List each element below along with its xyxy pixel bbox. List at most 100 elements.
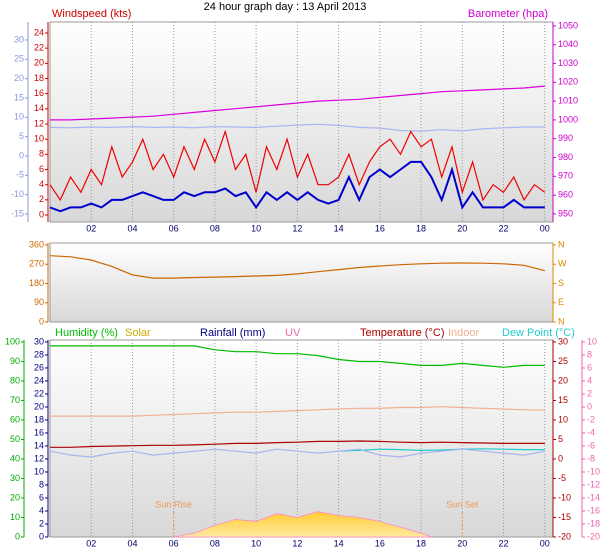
legend-entry: Solar [125, 327, 151, 339]
y-tick-label: 0 [558, 453, 563, 463]
x-tick-label: 10 [251, 538, 261, 548]
y-tick-label: 12 [34, 118, 44, 128]
y-tick-label: -5 [558, 473, 566, 483]
y-tick-label: -5 [16, 170, 24, 180]
y-tick-label: 30 [558, 336, 568, 346]
y-tick-label: 20 [14, 73, 24, 83]
y-tick-label: 1050 [558, 20, 578, 30]
plot-area [49, 242, 554, 323]
x-tick-label: 16 [375, 538, 385, 548]
legend-entry: Indoor [448, 327, 480, 339]
x-tick-label: 18 [416, 538, 426, 548]
y-tick-label: -10 [587, 466, 600, 476]
y-tick-label: 10 [10, 512, 20, 522]
y-tick-label: 0 [39, 316, 44, 326]
y-tick-label: 20 [558, 375, 568, 385]
series-line [338, 448, 545, 452]
y-tick-label: 70 [10, 395, 20, 405]
y-tick-label: 15 [558, 395, 568, 405]
y-tick-label: 4 [587, 375, 592, 385]
y-tick-label: -6 [587, 440, 595, 450]
y-tick-label: 26 [34, 362, 44, 372]
x-tick-label: 22 [499, 538, 509, 548]
y-tick-label: -15 [11, 208, 24, 218]
y-tick-label: -10 [11, 189, 24, 199]
x-tick-label: 16 [375, 223, 385, 233]
y-tick-label: 40 [10, 453, 20, 463]
y-tick-label: 4 [39, 505, 44, 515]
y-tick-label: 360 [29, 239, 44, 249]
x-tick-label: 00 [540, 223, 550, 233]
y-tick-label: 10 [34, 134, 44, 144]
y-tick-label: 22 [34, 388, 44, 398]
y-tick-label: 10 [587, 336, 597, 346]
y-tick-label: 14 [34, 440, 44, 450]
y-tick-label: 5 [19, 131, 24, 141]
series-line [49, 160, 545, 213]
y-tick-label: S [558, 278, 564, 288]
annotation: Sun Rise [155, 499, 192, 509]
y-tick-label: 18 [34, 73, 44, 83]
series-line [50, 345, 545, 368]
legend-entry: Rainfall (mm) [200, 327, 265, 339]
y-tick-label: 24 [34, 27, 44, 37]
y-tick-label: 0 [15, 531, 20, 541]
y-tick-label: E [558, 297, 564, 307]
y-tick-label: 10 [558, 414, 568, 424]
y-tick-label: 6 [587, 362, 592, 372]
y-tick-label: 970 [558, 171, 573, 181]
y-tick-label: 30 [14, 34, 24, 44]
y-tick-label: 25 [14, 54, 24, 64]
y-tick-label: 0 [39, 209, 44, 219]
y-tick-label: 1020 [558, 77, 578, 87]
x-tick-label: 02 [86, 538, 96, 548]
y-tick-label: 270 [29, 259, 44, 269]
y-tick-label: 1040 [558, 39, 578, 49]
y-tick-label: 5 [558, 434, 563, 444]
series-line [50, 440, 545, 448]
y-tick-label: 100 [5, 336, 20, 346]
y-tick-label: 28 [34, 349, 44, 359]
y-tick-label: -12 [587, 479, 600, 489]
series-line [50, 406, 545, 417]
plot-area [49, 339, 554, 538]
y-tick-label: 980 [558, 152, 573, 162]
y-tick-label: 1000 [558, 114, 578, 124]
y-tick-label: 2 [39, 194, 44, 204]
annotation: Sun Set [446, 499, 479, 509]
y-tick-label: 950 [558, 208, 573, 218]
y-tick-label: 50 [10, 434, 20, 444]
series-line [50, 85, 545, 121]
y-tick-label: N [558, 239, 565, 249]
series-line [49, 129, 546, 202]
y-tick-label: 30 [10, 473, 20, 483]
y-tick-label: 960 [558, 189, 573, 199]
y-tick-label: 2 [39, 518, 44, 528]
y-tick-label: 22 [34, 43, 44, 53]
legend-entry: Humidity (%) [55, 327, 118, 339]
y-tick-label: 20 [34, 401, 44, 411]
y-tick-label: 8 [39, 479, 44, 489]
y-tick-label: 14 [34, 103, 44, 113]
x-tick-label: 08 [210, 223, 220, 233]
x-tick-label: 12 [292, 223, 302, 233]
y-tick-label: 16 [34, 88, 44, 98]
y-tick-label: 60 [10, 414, 20, 424]
y-tick-label: 0 [39, 531, 44, 541]
y-tick-label: 90 [34, 297, 44, 307]
series-line [49, 448, 545, 458]
y-tick-label: 25 [558, 356, 568, 366]
y-tick-label: -16 [587, 505, 600, 515]
y-tick-label: 80 [10, 375, 20, 385]
y-tick-label: 12 [34, 453, 44, 463]
x-tick-label: 06 [169, 223, 179, 233]
solar-area [173, 511, 432, 538]
y-tick-label: -4 [587, 427, 595, 437]
graph-title: 24 hour graph day : 13 April 2013 [204, 1, 367, 13]
y-tick-label: -2 [587, 414, 595, 424]
x-tick-label: 06 [169, 538, 179, 548]
x-tick-label: 04 [127, 223, 137, 233]
y-tick-label: 24 [34, 375, 44, 385]
legend-entry: Dew Point (°C) [502, 327, 575, 339]
